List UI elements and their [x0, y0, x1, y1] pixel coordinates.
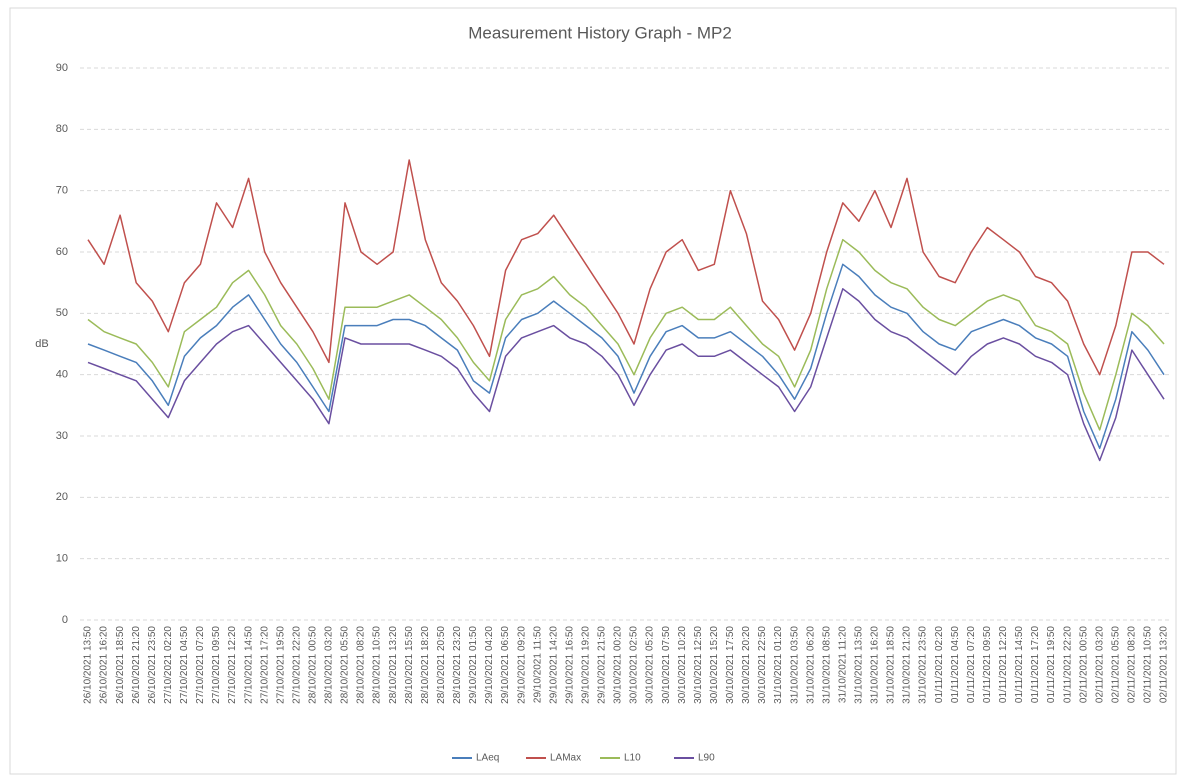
- x-tick-label: 26/10/2021 13:50: [83, 626, 94, 704]
- x-tick-label: 30/10/2021 20:20: [741, 626, 752, 704]
- legend-label: L10: [624, 753, 641, 764]
- x-tick-label: 30/10/2021 00:20: [613, 626, 624, 704]
- y-tick-label: 60: [56, 246, 68, 258]
- x-tick-label: 29/10/2021 04:20: [484, 626, 495, 704]
- x-tick-label: 01/11/2021 22:20: [1062, 626, 1073, 704]
- x-tick-label: 30/10/2021 02:50: [629, 626, 640, 704]
- x-tick-label: 28/10/2021 03:20: [324, 626, 335, 704]
- x-tick-label: 30/10/2021 15:20: [709, 626, 720, 704]
- line-series: [87, 238, 1165, 431]
- x-tick-label: 29/10/2021 19:20: [580, 626, 591, 704]
- x-tick-label: 30/10/2021 05:20: [645, 626, 656, 704]
- x-tick-label: 02/11/2021 08:20: [1126, 626, 1137, 704]
- x-tick-label: 01/11/2021 12:20: [998, 626, 1009, 704]
- x-tick-label: 28/10/2021 05:50: [340, 626, 351, 704]
- x-tick-label: 31/10/2021 21:20: [902, 626, 913, 704]
- x-tick-label: 27/10/2021 04:50: [179, 626, 190, 704]
- y-tick-label: 70: [56, 185, 68, 197]
- x-tick-label: 29/10/2021 16:50: [564, 626, 575, 704]
- x-tick-label: 30/10/2021 10:20: [677, 626, 688, 704]
- x-tick-label: 31/10/2021 11:20: [837, 626, 848, 704]
- x-tick-label: 28/10/2021 18:20: [420, 626, 431, 704]
- x-tick-label: 31/10/2021 23:50: [918, 626, 929, 704]
- legend-label: LAMax: [550, 753, 581, 764]
- x-tick-label: 27/10/2021 19:50: [275, 626, 286, 704]
- x-tick-label: 01/11/2021 19:50: [1046, 626, 1057, 704]
- x-tick-label: 02/11/2021 00:50: [1078, 626, 1089, 704]
- legend-label: L90: [698, 753, 715, 764]
- x-tick-label: 02/11/2021 05:50: [1110, 626, 1121, 704]
- y-tick-label: 20: [56, 491, 68, 503]
- x-tick-label: 01/11/2021 14:50: [1014, 626, 1025, 704]
- x-tick-label: 30/10/2021 22:50: [757, 626, 768, 704]
- x-tick-label: 31/10/2021 08:50: [821, 626, 832, 704]
- y-tick-label: 50: [56, 307, 68, 319]
- line-series: [87, 288, 1165, 462]
- x-tick-label: 30/10/2021 17:50: [725, 626, 736, 704]
- y-tick-label: 40: [56, 369, 68, 381]
- x-tick-label: 26/10/2021 18:50: [115, 626, 126, 704]
- x-tick-label: 27/10/2021 17:20: [259, 626, 270, 704]
- chart-title: Measurement History Graph - MP2: [468, 23, 732, 42]
- y-tick-label: 90: [56, 62, 68, 74]
- x-tick-label: 27/10/2021 12:20: [227, 626, 238, 704]
- legend-label: LAeq: [476, 753, 499, 764]
- x-tick-label: 31/10/2021 03:50: [789, 626, 800, 704]
- x-tick-label: 28/10/2021 08:20: [356, 626, 367, 704]
- x-tick-label: 26/10/2021 23:50: [147, 626, 158, 704]
- x-tick-label: 31/10/2021 13:50: [853, 626, 864, 704]
- x-tick-label: 29/10/2021 06:50: [500, 626, 511, 704]
- x-tick-label: 30/10/2021 12:50: [693, 626, 704, 704]
- x-tick-label: 27/10/2021 02:20: [163, 626, 174, 704]
- x-tick-label: 02/11/2021 03:20: [1094, 626, 1105, 704]
- x-tick-label: 29/10/2021 14:20: [548, 626, 559, 704]
- x-tick-label: 01/11/2021 09:50: [982, 626, 993, 704]
- x-tick-label: 28/10/2021 20:50: [436, 626, 447, 704]
- x-tick-label: 29/10/2021 11:50: [532, 626, 543, 704]
- x-tick-label: 02/11/2021 10:50: [1143, 626, 1154, 704]
- x-tick-label: 29/10/2021 09:20: [516, 626, 527, 704]
- x-tick-label: 01/11/2021 07:20: [966, 626, 977, 704]
- x-tick-label: 28/10/2021 00:50: [307, 626, 318, 704]
- x-tick-label: 28/10/2021 15:50: [404, 626, 415, 704]
- x-tick-label: 26/10/2021 21:20: [131, 626, 142, 704]
- line-series: [87, 159, 1165, 376]
- x-tick-label: 31/10/2021 18:50: [886, 626, 897, 704]
- x-tick-label: 27/10/2021 09:50: [211, 626, 222, 704]
- y-tick-label: 0: [62, 614, 68, 626]
- x-tick-label: 31/10/2021 01:20: [773, 626, 784, 704]
- x-tick-label: 01/11/2021 02:20: [934, 626, 945, 704]
- x-tick-label: 01/11/2021 17:20: [1030, 626, 1041, 704]
- x-tick-label: 28/10/2021 13:20: [388, 626, 399, 704]
- x-tick-label: 02/11/2021 13:20: [1159, 626, 1170, 704]
- x-tick-label: 29/10/2021 01:50: [468, 626, 479, 704]
- x-tick-label: 27/10/2021 07:20: [195, 626, 206, 704]
- x-tick-label: 01/11/2021 04:50: [950, 626, 961, 704]
- y-tick-label: 30: [56, 430, 68, 442]
- x-tick-label: 31/10/2021 06:20: [805, 626, 816, 704]
- x-tick-label: 31/10/2021 16:20: [870, 626, 881, 704]
- y-axis-label: dB: [35, 338, 48, 350]
- y-tick-label: 10: [56, 553, 68, 565]
- x-tick-label: 30/10/2021 07:50: [661, 626, 672, 704]
- x-tick-label: 27/10/2021 22:20: [291, 626, 302, 704]
- line-series: [87, 263, 1165, 450]
- x-tick-label: 26/10/2021 16:20: [99, 626, 110, 704]
- x-tick-label: 29/10/2021 21:50: [597, 626, 608, 704]
- x-tick-label: 28/10/2021 10:50: [372, 626, 383, 704]
- x-tick-label: 28/10/2021 23:20: [452, 626, 463, 704]
- y-tick-label: 80: [56, 123, 68, 135]
- x-tick-label: 27/10/2021 14:50: [243, 626, 254, 704]
- chart-border: [9, 7, 1177, 775]
